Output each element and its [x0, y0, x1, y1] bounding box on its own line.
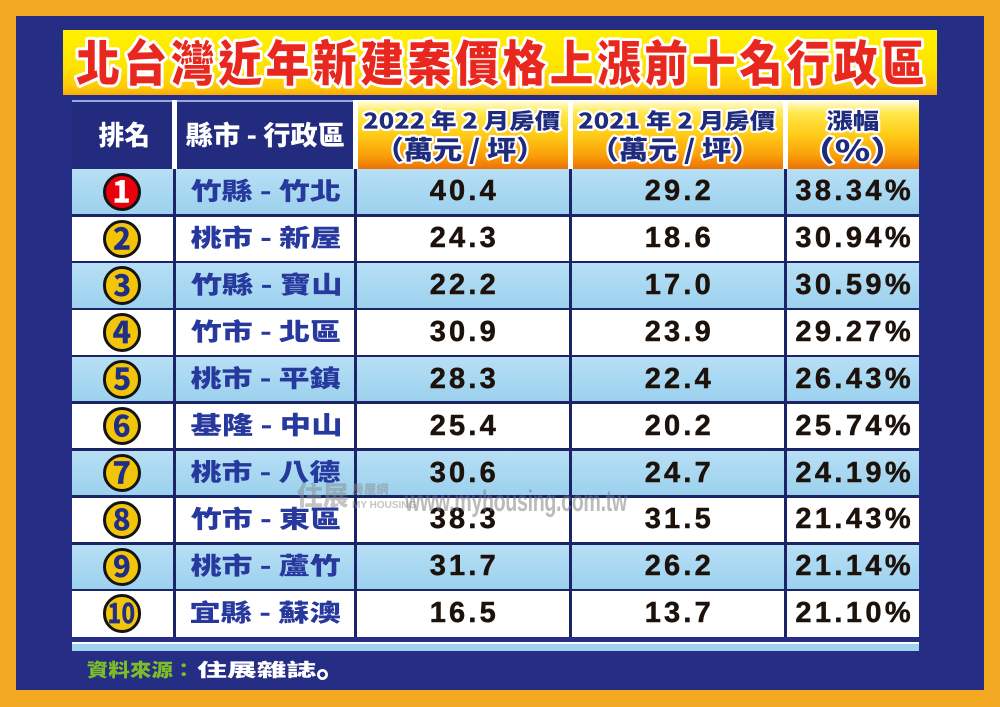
svg-text:www.myhousing.com.tw: www.myhousing.com.tw	[404, 485, 627, 518]
svg-text:MY HOUSING: MY HOUSING	[352, 500, 416, 511]
